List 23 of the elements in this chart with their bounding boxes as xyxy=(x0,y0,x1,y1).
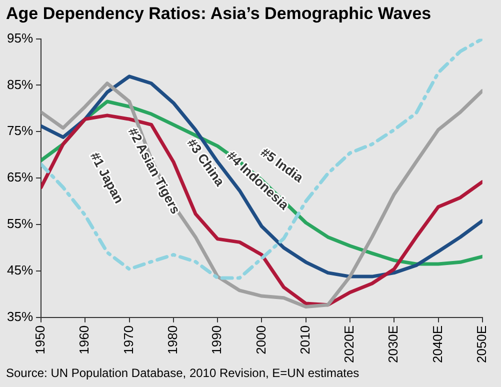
source-note: Source: UN Population Database, 2010 Revision, E=UN estimates xyxy=(6,366,360,380)
x-tick-label: 1950 xyxy=(32,325,48,354)
y-tick-label: 55% xyxy=(6,216,34,232)
y-tick-label: 45% xyxy=(6,262,34,278)
x-tick-label: 2020E xyxy=(342,325,357,364)
y-tick-label: 35% xyxy=(6,308,34,324)
line-series xyxy=(41,38,482,280)
x-tick-label: 2010 xyxy=(297,325,312,354)
chart-title: Age Dependency Ratios: Asia’s Demographic Waves xyxy=(6,4,432,24)
x-tick-label: 1970 xyxy=(120,325,136,354)
x-tick-label: 1990 xyxy=(209,325,224,354)
x-tick-label: 1980 xyxy=(165,325,180,354)
text: #1 Japan xyxy=(87,150,127,206)
x-tick-label: 1960 xyxy=(76,325,92,354)
x-tick-label: 2000 xyxy=(253,325,268,354)
y-tick-label: 95% xyxy=(6,30,34,46)
y-tick-label: 85% xyxy=(6,76,34,92)
x-tick-label: 2050E xyxy=(474,325,489,364)
y-tick-label: 65% xyxy=(6,170,34,185)
x-tick-label: 2030E xyxy=(386,325,401,364)
y-tick-label: 75% xyxy=(6,123,34,138)
x-tick-label: 2040E xyxy=(430,325,445,364)
text: #2 Asian Tigers xyxy=(125,125,184,216)
